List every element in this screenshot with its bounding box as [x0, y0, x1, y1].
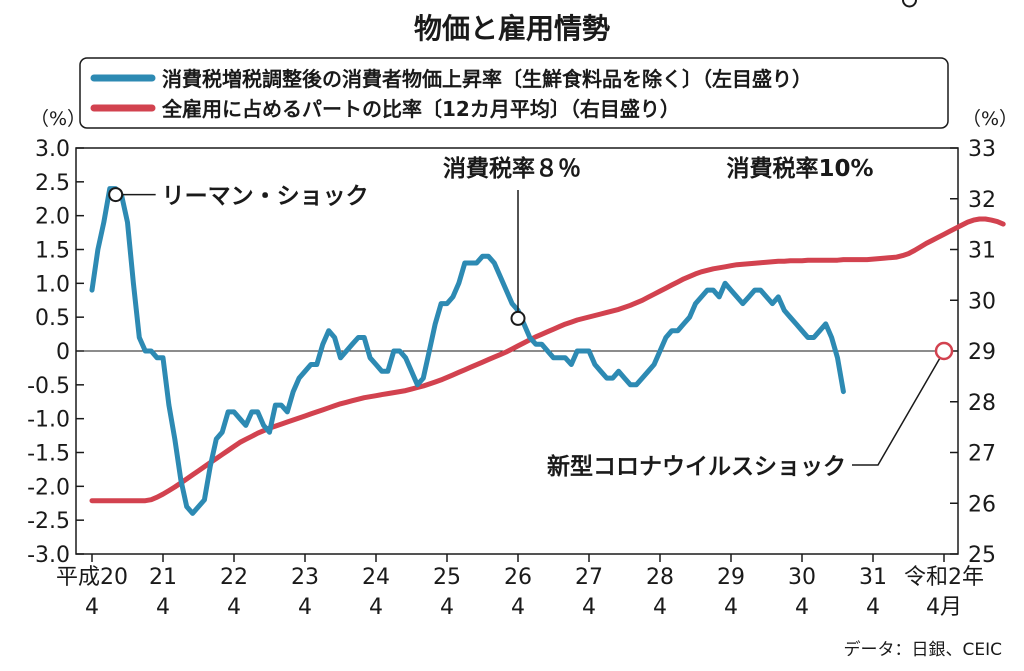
right-tick-label: 32	[968, 188, 996, 213]
corona-label: 新型コロナウイルスショック	[547, 453, 846, 480]
left-axis-unit: （%）	[30, 108, 86, 130]
x-tick-label-month: 4	[866, 595, 880, 620]
right-tick-label: 25	[968, 543, 996, 568]
tax10-label: 消費税率10%	[726, 155, 873, 182]
x-tick-label-year: 22	[220, 565, 248, 590]
corona-leader	[852, 350, 945, 466]
x-tick-label-year: 23	[291, 565, 319, 590]
left-tick-label: 1.0	[35, 272, 70, 297]
series-line-cpi	[89, 186, 846, 516]
lehman-marker	[108, 187, 124, 203]
x-tick-label-month: 4	[369, 595, 383, 620]
series-layer	[89, 186, 1006, 516]
corona-marker	[934, 341, 954, 361]
left-tick-label: -3.0	[27, 543, 70, 568]
x-tick-label-month: 4	[582, 595, 596, 620]
x-tick-label-year: 31	[859, 565, 887, 590]
left-tick-label: -1.0	[27, 408, 70, 433]
x-tick-label-year: 令和2年	[904, 565, 984, 590]
legend-box	[79, 57, 949, 129]
lehman-label: リーマン・ショック	[162, 184, 369, 210]
axes: 3.0 2.5 2.0 1.5 1.0 0.5 0 -0.5 -1.0 -1.5 -2.0 -2.5 -…	[27, 137, 996, 620]
x-tick-label-year: 28	[646, 565, 674, 590]
left-tick-label: 0.5	[35, 306, 70, 331]
x-tick-label-month: 4	[795, 595, 809, 620]
left-tick-label: -0.5	[27, 374, 70, 399]
x-tick-label-month: 4	[440, 595, 454, 620]
right-tick-label: 31	[968, 239, 996, 264]
right-tick-label: 33	[968, 137, 996, 162]
series-line-part-time	[89, 216, 1006, 504]
x-tick-label-year: 30	[788, 565, 816, 590]
left-tick-label: 3.0	[35, 137, 70, 162]
left-tick-label: 2.0	[35, 205, 70, 230]
x-tick-label-month: 4	[653, 595, 667, 620]
chart-title: 物価と雇用情勢	[414, 12, 610, 45]
x-tick-label-month: 4	[85, 595, 99, 620]
left-tick-label: -1.5	[27, 442, 70, 467]
x-tick-label-year: 24	[362, 565, 390, 590]
tax8-label: 消費税率８％	[443, 155, 581, 182]
x-tick-label-month: 4	[156, 595, 170, 620]
annotations: リーマン・ショック 消費税率８％ 消費税率10% 新型コロナウイルスショック	[108, 0, 954, 480]
legend-label-cpi: 消費税増税調整後の消費者物価上昇率〔生鮮食料品を除く〕（左目盛り）	[162, 67, 812, 91]
right-tick-label: 29	[968, 340, 996, 365]
right-tick-label: 27	[968, 442, 996, 467]
x-tick-label-year: 平成20	[56, 565, 128, 590]
x-tick-label-year: 27	[575, 565, 603, 590]
right-axis-unit: （%）	[962, 108, 1018, 130]
source-note: データ：日銀、CEIC	[844, 639, 1003, 660]
left-tick-label: 0	[56, 340, 70, 365]
tax10-marker	[902, 0, 917, 8]
x-tick-label-year: 25	[433, 565, 461, 590]
x-tick-label-month: 4	[298, 595, 312, 620]
x-tick-label-month: 4月	[926, 595, 962, 620]
x-tick-label-month: 4	[227, 595, 241, 620]
x-tick-label-year: 26	[504, 565, 532, 590]
right-tick-label: 28	[968, 391, 996, 416]
x-tick-label-month: 4	[724, 595, 738, 620]
right-tick-label: 26	[968, 492, 996, 517]
left-tick-label: 2.5	[35, 171, 70, 196]
left-tick-label: -2.0	[27, 475, 70, 500]
legend-label-part: 全雇用に占めるパートの比率〔12カ月平均〕（右目盛り）	[161, 97, 680, 121]
x-tick-label-year: 21	[149, 565, 177, 590]
right-tick-label: 30	[968, 289, 996, 314]
tax8-marker	[510, 310, 526, 326]
left-tick-label: 1.5	[35, 239, 70, 264]
left-tick-label: -2.5	[27, 509, 70, 534]
x-tick-label-year: 29	[717, 565, 745, 590]
x-tick-label-month: 4	[511, 595, 525, 620]
